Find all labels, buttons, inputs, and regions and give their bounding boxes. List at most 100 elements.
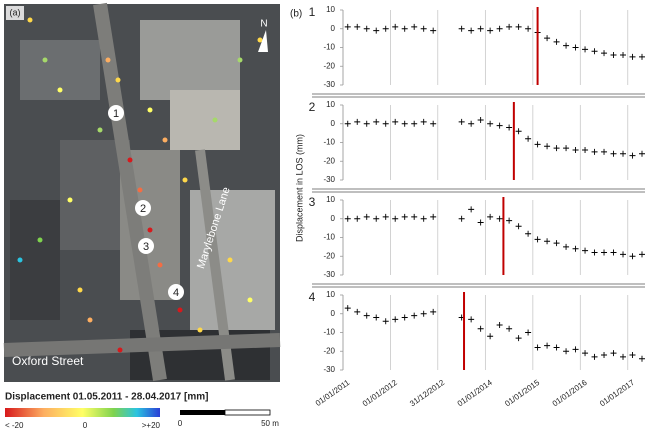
y-tick-label: -10 — [323, 138, 335, 147]
data-point — [611, 151, 617, 157]
data-point — [573, 246, 579, 252]
data-point — [373, 119, 379, 125]
data-point — [544, 343, 550, 349]
data-point — [392, 316, 398, 322]
y-tick-label: -10 — [323, 233, 335, 242]
data-point — [345, 121, 351, 127]
data-point — [611, 52, 617, 58]
data-point — [402, 214, 408, 220]
data-point — [364, 313, 370, 319]
data-point — [421, 119, 427, 125]
colorbar-label: < -20 — [5, 421, 24, 430]
data-point — [582, 248, 588, 254]
data-point — [411, 24, 417, 30]
data-point — [573, 45, 579, 51]
site-marker: 1 — [113, 108, 119, 120]
data-point — [345, 216, 351, 222]
y-tick-label: 10 — [326, 5, 335, 14]
data-point — [544, 238, 550, 244]
y-tick-label: 0 — [331, 119, 336, 128]
y-tick-label: 10 — [326, 195, 335, 204]
data-point — [497, 216, 503, 222]
data-point — [516, 128, 522, 134]
data-point — [392, 216, 398, 222]
data-point — [582, 147, 588, 153]
data-point — [544, 35, 550, 41]
data-point — [639, 54, 645, 60]
y-tick-label: -10 — [323, 43, 335, 52]
y-tick-label: -20 — [323, 156, 335, 165]
data-point — [373, 216, 379, 222]
data-point — [345, 24, 351, 30]
data-point — [620, 354, 626, 360]
colorbar-label: >+20 — [142, 421, 161, 430]
data-point — [535, 141, 541, 147]
data-point — [478, 220, 484, 226]
data-point — [630, 253, 636, 259]
data-point — [601, 50, 607, 56]
data-point — [639, 356, 645, 362]
data-point — [478, 326, 484, 332]
y-tick-label: -30 — [323, 175, 335, 184]
y-tick-label: -20 — [323, 251, 335, 260]
y-tick-label: 0 — [331, 24, 336, 33]
site-marker: 2 — [140, 203, 146, 215]
data-point — [639, 251, 645, 257]
data-point — [516, 223, 522, 229]
data-point — [554, 240, 560, 246]
data-point — [525, 26, 531, 32]
data-point — [592, 149, 598, 155]
data-point — [535, 345, 541, 351]
x-tick-label: 01/01/2011 — [314, 378, 352, 408]
data-point — [373, 28, 379, 34]
data-point — [563, 348, 569, 354]
data-point — [487, 121, 493, 127]
data-point — [630, 153, 636, 159]
data-point — [421, 26, 427, 32]
data-point — [573, 346, 579, 352]
data-point — [620, 52, 626, 58]
colorbar-label: 0 — [83, 421, 88, 430]
data-point — [402, 121, 408, 127]
figure: (a) N 1 2 3 4 Marylebone Lane Oxford Str… — [0, 0, 648, 431]
data-point — [601, 149, 607, 155]
data-point — [582, 46, 588, 52]
data-point — [430, 309, 436, 315]
data-point — [468, 28, 474, 34]
y-tick-label: 0 — [331, 214, 336, 223]
x-tick-label: 31/12/2012 — [408, 378, 446, 409]
x-tick-label: 01/01/2014 — [456, 378, 494, 409]
y-tick-label: -30 — [323, 80, 335, 89]
data-point — [630, 54, 636, 60]
data-point — [411, 214, 417, 220]
data-point — [611, 250, 617, 256]
y-tick-label: 10 — [326, 290, 335, 299]
data-point — [506, 326, 512, 332]
data-point — [411, 121, 417, 127]
data-point — [364, 26, 370, 32]
data-point — [554, 145, 560, 151]
y-tick-label: -30 — [323, 270, 335, 279]
data-point — [544, 143, 550, 149]
data-point — [554, 39, 560, 45]
data-point — [364, 121, 370, 127]
data-point — [506, 218, 512, 224]
data-point — [383, 121, 389, 127]
x-tick-label: 01/01/2015 — [503, 378, 541, 409]
data-point — [516, 335, 522, 341]
y-tick-label: -20 — [323, 61, 335, 70]
data-point — [611, 350, 617, 356]
data-point — [525, 136, 531, 142]
data-point — [364, 214, 370, 220]
y-tick-label: 10 — [326, 100, 335, 109]
panel-number: 2 — [309, 100, 316, 114]
scalebar-label: 0 — [178, 419, 183, 428]
data-point — [402, 315, 408, 321]
scalebar — [180, 410, 225, 415]
data-point — [563, 244, 569, 250]
data-point — [601, 250, 607, 256]
data-point — [383, 26, 389, 32]
data-point — [354, 24, 360, 30]
map: (a) N 1 2 3 4 Marylebone Lane Oxford Str… — [4, 4, 280, 382]
